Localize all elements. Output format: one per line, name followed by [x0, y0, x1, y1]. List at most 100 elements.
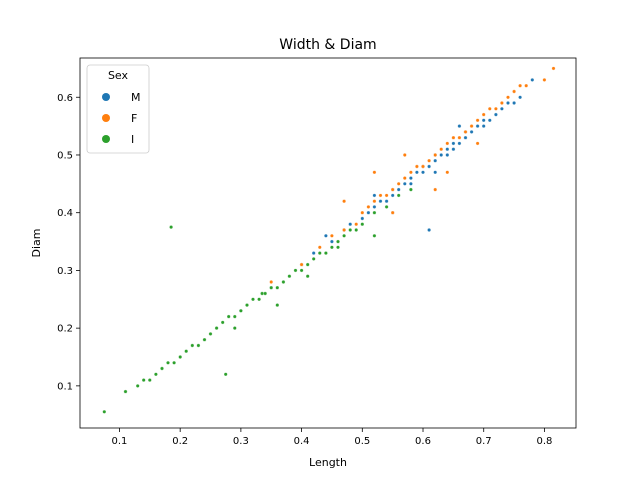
- point-f-32: [518, 83, 522, 88]
- point-f-12: [396, 181, 401, 186]
- point-i-51: [372, 233, 377, 238]
- x-tick-label-1: 0.2: [172, 436, 188, 447]
- point-m-41: [518, 95, 522, 100]
- point-f-16: [421, 164, 425, 169]
- point-m-32: [469, 130, 474, 134]
- point-i-43: [409, 187, 413, 192]
- point-f-34: [542, 78, 547, 82]
- point-f-39: [445, 170, 450, 175]
- point-m-4: [330, 239, 334, 244]
- point-f-26: [481, 112, 486, 117]
- y-tick-label-4: 0.5: [57, 150, 73, 161]
- point-f-14: [409, 170, 413, 175]
- point-i-28: [293, 268, 298, 273]
- point-i-27: [287, 274, 292, 279]
- point-m-34: [481, 118, 486, 123]
- point-i-45: [223, 372, 228, 377]
- point-m-35: [481, 124, 486, 128]
- point-i-15: [214, 326, 219, 330]
- point-f-5: [354, 222, 359, 227]
- point-f-35: [551, 66, 556, 71]
- point-m-18: [415, 170, 419, 175]
- point-m-30: [463, 135, 468, 140]
- point-m-36: [487, 118, 492, 123]
- point-m-45: [457, 124, 462, 128]
- point-m-47: [372, 193, 377, 198]
- plot-frame: [79, 57, 577, 429]
- x-tick-label-4: 0.5: [354, 436, 370, 447]
- y-axis: 0.1 0.2 0.3 0.4 0.5 0.6: [57, 93, 80, 392]
- points-layer: [102, 66, 556, 414]
- point-f-25: [475, 118, 480, 123]
- point-i-34: [330, 245, 334, 250]
- point-m-16: [409, 176, 413, 180]
- point-f-18: [433, 153, 438, 157]
- x-tick-label-7: 0.8: [536, 436, 552, 447]
- legend: Sex M F I: [86, 64, 150, 154]
- legend-label-i: I: [131, 133, 134, 146]
- point-i-41: [384, 205, 389, 209]
- point-i-29: [299, 268, 304, 273]
- point-i-0: [102, 409, 107, 414]
- point-f-42: [433, 187, 438, 192]
- point-f-9: [378, 193, 383, 198]
- point-f-3: [330, 233, 334, 238]
- point-i-24: [269, 285, 274, 290]
- point-f-36: [342, 199, 346, 204]
- point-f-19: [439, 147, 444, 152]
- point-i-37: [348, 228, 353, 232]
- point-m-37: [494, 112, 498, 117]
- y-tick-label-0: 0.1: [57, 381, 73, 392]
- point-f-0: [269, 280, 274, 284]
- point-m-26: [445, 153, 450, 157]
- point-f-4: [342, 228, 346, 232]
- point-m-33: [475, 124, 480, 128]
- point-i-42: [396, 193, 401, 198]
- point-m-6: [348, 222, 353, 227]
- point-m-28: [451, 147, 456, 152]
- y-tick-label-1: 0.2: [57, 324, 73, 335]
- x-tick-label-3: 0.4: [294, 436, 310, 447]
- x-axis: 0.1 0.2 0.3 0.4 0.5 0.6 0.7 0.8: [112, 428, 552, 447]
- point-i-20: [245, 303, 249, 307]
- point-m-19: [421, 170, 425, 175]
- point-f-22: [457, 135, 462, 140]
- point-f-6: [360, 210, 365, 215]
- point-f-15: [415, 164, 419, 169]
- legend-marker-m: [102, 93, 110, 101]
- point-i-47: [275, 303, 280, 307]
- point-f-10: [384, 193, 389, 198]
- point-f-17: [427, 158, 431, 163]
- point-m-17: [409, 181, 413, 186]
- y-tick-label-5: 0.6: [57, 93, 73, 104]
- y-axis-label: Diam: [30, 229, 43, 258]
- point-i-48: [232, 326, 237, 330]
- point-i-49: [305, 274, 310, 279]
- point-i-16: [220, 320, 225, 325]
- point-f-2: [317, 245, 322, 250]
- x-tick-label-5: 0.6: [415, 436, 431, 447]
- point-i-33: [324, 251, 328, 255]
- legend-box: [86, 64, 150, 154]
- point-f-30: [506, 95, 510, 100]
- point-f-8: [372, 199, 377, 204]
- point-f-27: [487, 106, 492, 111]
- y-tick-label-3: 0.4: [57, 208, 73, 219]
- point-i-38: [354, 228, 359, 232]
- point-i-4: [147, 378, 152, 382]
- point-i-10: [184, 349, 189, 354]
- point-i-17: [226, 314, 231, 319]
- legend-label-f: F: [131, 112, 137, 125]
- point-m-40: [512, 101, 516, 105]
- point-i-14: [208, 332, 213, 336]
- point-m-15: [402, 181, 407, 186]
- chart-title: Width & Diam: [279, 37, 376, 53]
- point-m-46: [324, 233, 328, 238]
- point-i-32: [317, 251, 322, 255]
- legend-label-m: M: [131, 91, 141, 104]
- point-m-12: [390, 193, 395, 198]
- point-i-7: [166, 360, 170, 365]
- point-m-48: [433, 170, 438, 175]
- point-i-21: [251, 297, 255, 302]
- point-i-19: [239, 308, 243, 313]
